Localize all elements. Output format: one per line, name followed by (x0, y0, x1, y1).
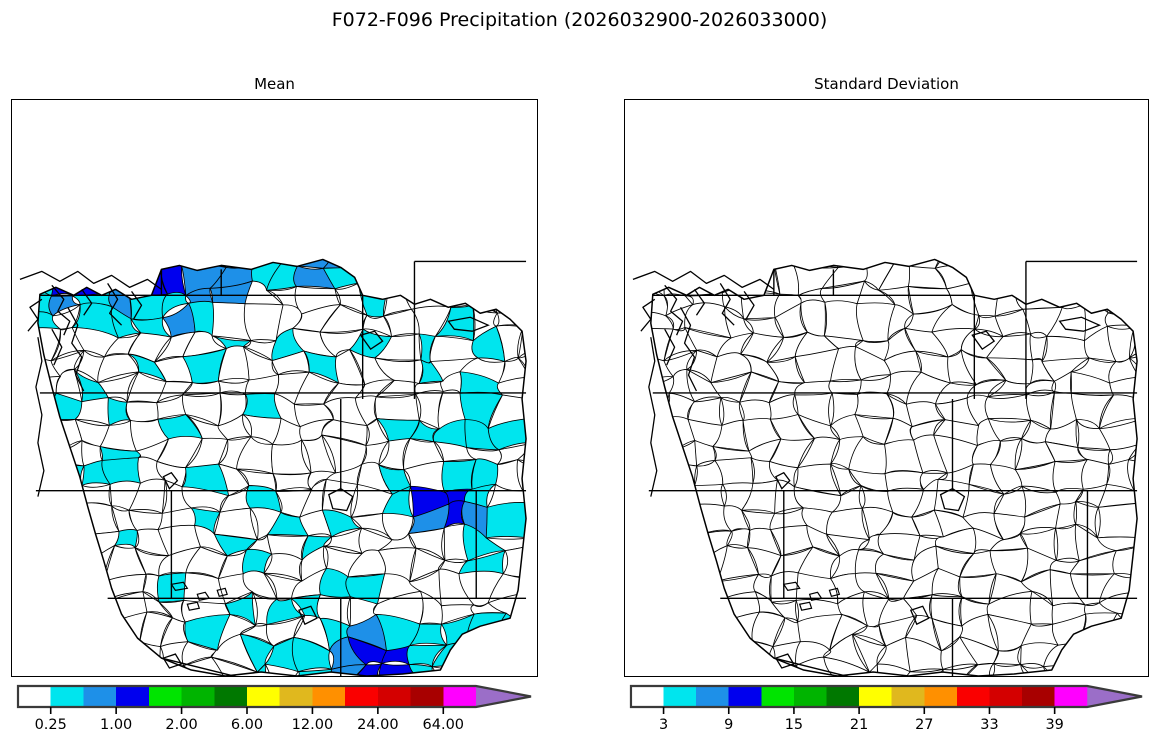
colorbar-tick-label: 12.00 (292, 717, 334, 733)
lakes (162, 316, 490, 669)
subplot-title-std: Standard Deviation (814, 75, 959, 93)
colorbar-tick-label: 33 (980, 717, 998, 733)
map-layers (19, 258, 527, 676)
colorbar-tick-label: 6.00 (231, 717, 263, 733)
land-outline (37, 258, 527, 676)
lakes (774, 316, 1102, 669)
islands (782, 581, 841, 611)
land-outline (650, 258, 1138, 676)
colorbar-tick-label: 0.25 (35, 717, 67, 733)
colorbar-tick-label: 1.00 (100, 717, 132, 733)
colorbar-mean[interactable]: 0.25 1.00 2.00 6.00 12.00 24.00 64.00 (11, 683, 538, 741)
state-borders (35, 260, 527, 676)
coastline (632, 270, 775, 497)
colorbar-segments (18, 686, 531, 707)
colorbar-tick-label: 64.00 (423, 717, 465, 733)
map-mean-svg (19, 258, 527, 676)
colorbar-std-svg: 3 9 15 21 27 33 39 (629, 684, 1143, 733)
state-borders (648, 260, 1138, 676)
map-panel-mean[interactable] (11, 99, 538, 677)
islands (170, 581, 228, 611)
colorbar-segments (630, 686, 1143, 707)
map-panel-standard-deviation[interactable] (624, 99, 1149, 677)
colorbar-tick-label: 15 (785, 717, 803, 733)
colorbar-mean-svg: 0.25 1.00 2.00 6.00 12.00 24.00 64.00 (16, 684, 532, 733)
colorbar-tick-label: 39 (1045, 717, 1063, 733)
subplot-title-mean: Mean (254, 75, 295, 93)
page-title: F072-F096 Precipitation (2026032900-2026… (331, 9, 828, 31)
colorbar-tick-label: 2.00 (165, 717, 197, 733)
colorbar-standard-deviation[interactable]: 3 9 15 21 27 33 39 (624, 683, 1149, 741)
coastline (19, 270, 162, 497)
map-layers (632, 258, 1138, 676)
basin-polygons (650, 259, 1138, 676)
basin-polygons (37, 259, 527, 676)
colorbar-tick-label: 27 (915, 717, 933, 733)
colorbar-tick-label: 21 (850, 717, 868, 733)
colorbar-tick-label: 24.00 (357, 717, 399, 733)
colorbar-tick-label: 3 (659, 717, 668, 733)
map-std-svg (632, 258, 1138, 676)
colorbar-tick-label: 9 (724, 717, 733, 733)
